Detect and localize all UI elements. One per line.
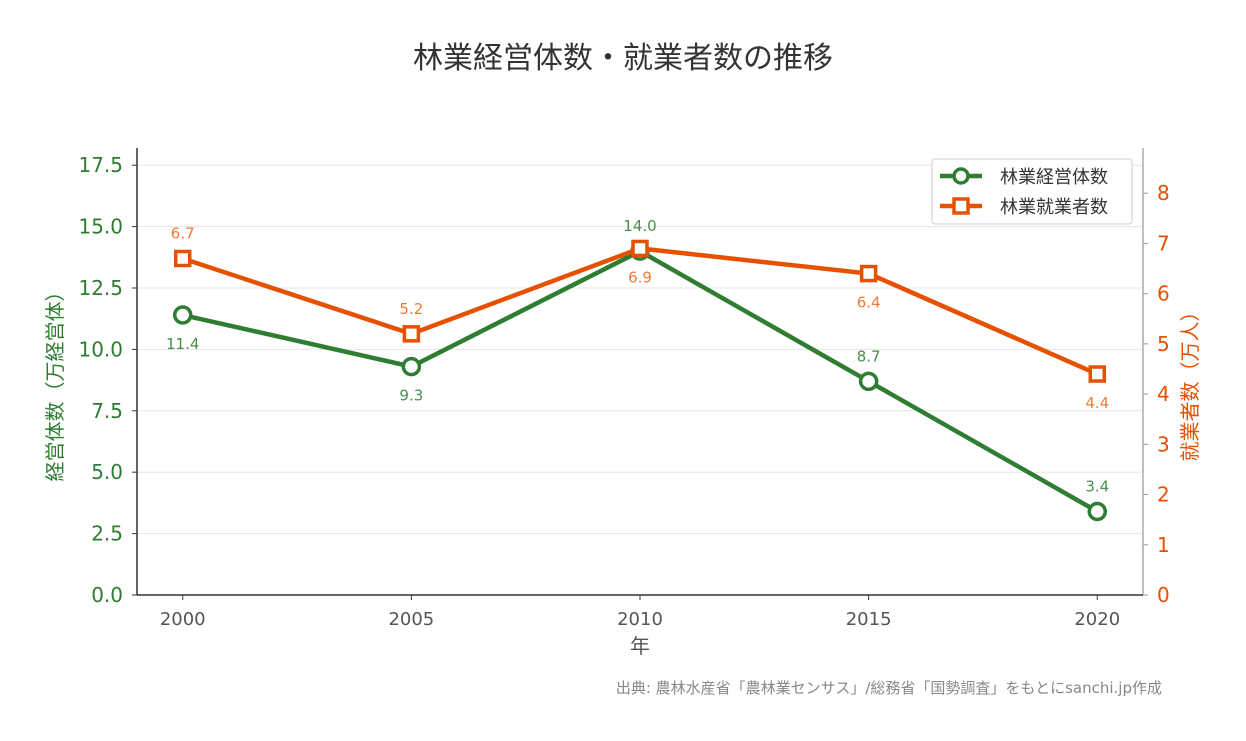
y-left-tick-label: 17.5	[78, 153, 123, 177]
data-label: 3.4	[1085, 477, 1109, 495]
y-left-tick-label: 7.5	[91, 399, 123, 423]
data-label: 5.2	[399, 300, 423, 318]
legend-label: 林業就業者数	[1000, 197, 1108, 218]
y-right-tick-label: 8	[1157, 181, 1170, 205]
data-label: 11.4	[166, 335, 199, 353]
data-label: 6.7	[171, 224, 195, 242]
data-point	[859, 264, 878, 283]
data-label: 4.4	[1085, 394, 1109, 412]
series-2	[173, 239, 1107, 383]
chart-title: 林業経営体数・就業者数の推移	[413, 41, 833, 76]
data-point	[172, 305, 193, 325]
y-right-tick-label: 4	[1157, 382, 1170, 406]
data-point	[1088, 365, 1107, 383]
y-left-tick-label: 12.5	[78, 276, 123, 300]
y-left-tick-label: 2.5	[91, 522, 123, 546]
data-label: 14.0	[623, 217, 656, 235]
y-right-tick-label: 5	[1157, 332, 1170, 356]
x-tick-label: 2015	[846, 609, 892, 630]
y-right-tick-label: 3	[1157, 432, 1170, 456]
data-point	[401, 356, 422, 377]
data-point	[631, 239, 649, 258]
y-right-tick-label: 0	[1157, 583, 1170, 607]
y-left-tick-label: 10.0	[78, 337, 123, 361]
x-axis-label: 年	[630, 634, 650, 658]
legend-label: 林業経営体数	[1000, 167, 1108, 188]
data-point	[402, 325, 421, 343]
y-right-axis-label: 就業者数（万人）	[1178, 302, 1202, 462]
source-note: 出典: 農林水産省「農林業センサス」/総務省「国勢調査」をもとにsanchi.j…	[616, 679, 1162, 697]
y-right-tick-label: 2	[1157, 483, 1170, 507]
data-label: 8.7	[857, 347, 881, 365]
data-point	[1087, 501, 1108, 522]
series-line	[182, 246, 1099, 377]
y-left-axis-label: 経営体数（万経営体）	[43, 282, 67, 482]
data-point	[858, 371, 879, 392]
x-tick-label: 2005	[388, 609, 434, 630]
y-left-tick-label: 0.0	[91, 583, 123, 607]
x-tick-label: 2020	[1074, 609, 1120, 630]
data-label: 6.4	[857, 294, 881, 312]
x-tick-label: 2010	[617, 609, 663, 630]
y-left-tick-label: 15.0	[78, 215, 123, 239]
y-right-tick-label: 1	[1157, 533, 1170, 557]
data-label: 9.3	[399, 387, 423, 405]
x-tick-label: 2000	[160, 609, 206, 630]
y-right-tick-label: 6	[1157, 282, 1170, 306]
y-left-tick-label: 5.0	[91, 460, 123, 484]
data-point	[173, 249, 192, 268]
data-label: 6.9	[628, 268, 652, 286]
y-right-tick-label: 7	[1157, 231, 1170, 255]
legend-marker-square	[952, 197, 970, 215]
legend-marker-circle	[952, 167, 970, 185]
